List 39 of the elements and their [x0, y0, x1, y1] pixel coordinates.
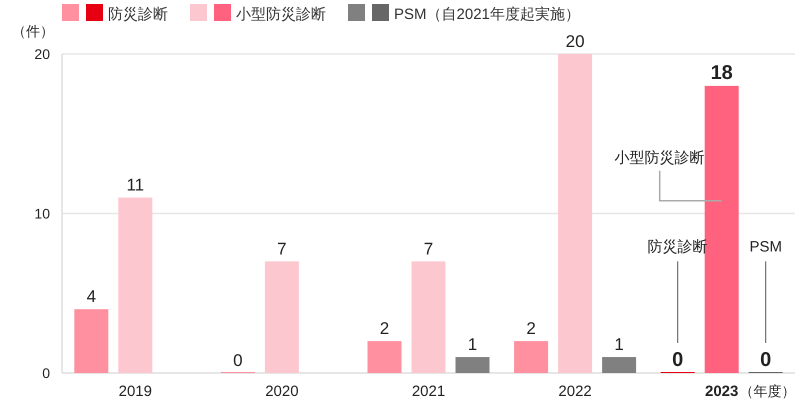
- bar: [264, 261, 299, 373]
- data-label: 2: [526, 319, 536, 338]
- data-label: 7: [424, 239, 434, 258]
- data-label: 1: [614, 335, 624, 354]
- legend-label: PSM（自2021年度起実施）: [394, 6, 580, 23]
- data-label: 0: [760, 349, 772, 371]
- bar: [118, 198, 152, 373]
- y-tick-label: 0: [42, 365, 50, 381]
- x-axis-title: （年度）: [739, 383, 796, 399]
- data-label: 11: [126, 176, 144, 195]
- legend-label: 小型防災診断: [236, 6, 326, 23]
- x-tick-label: 2022: [558, 383, 592, 400]
- bar: [412, 261, 446, 373]
- bar: [456, 357, 490, 373]
- data-label: 0: [672, 349, 684, 371]
- x-tick-label: 2019: [118, 383, 152, 400]
- x-tick-label: 2023: [705, 383, 738, 400]
- legend-label: 防災診断: [108, 6, 168, 23]
- x-tick-label: 2020: [265, 383, 299, 400]
- annotation: 小型防災診断: [614, 150, 722, 202]
- bar: [602, 357, 636, 373]
- data-label: 4: [86, 287, 96, 306]
- data-label: 7: [277, 239, 287, 258]
- x-tick-label: 2021: [412, 383, 446, 400]
- bar: [368, 341, 402, 373]
- y-axis-title: （件）: [12, 23, 54, 39]
- annotation: PSM: [749, 238, 782, 344]
- bar: [514, 341, 548, 373]
- data-label: 18: [710, 62, 733, 84]
- annotation: 小型防災診断: [614, 150, 705, 167]
- data-label: 20: [566, 32, 585, 51]
- bar: [558, 54, 592, 373]
- data-label: 2: [380, 319, 390, 338]
- bar: [74, 309, 108, 373]
- annotation: PSM: [749, 238, 782, 256]
- y-tick-label: 10: [34, 206, 50, 222]
- data-label: 0: [233, 351, 243, 370]
- y-tick-label: 20: [34, 46, 50, 62]
- data-label: 1: [468, 335, 478, 354]
